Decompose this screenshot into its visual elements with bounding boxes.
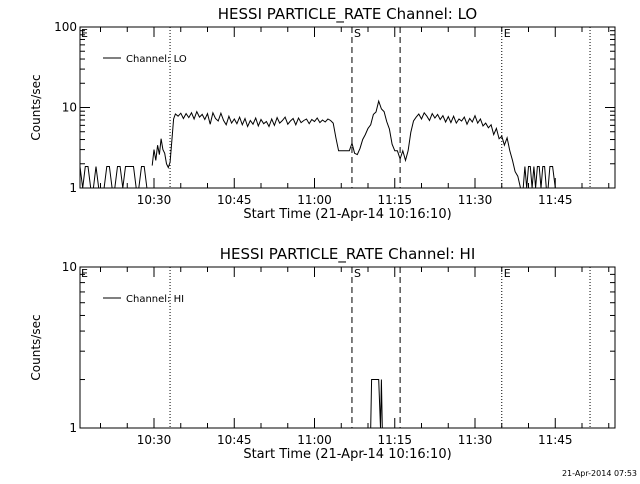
x-tick-label: 11:00 bbox=[297, 433, 332, 447]
x-tick-label: 10:45 bbox=[217, 193, 252, 207]
x-tick-label: 11:45 bbox=[538, 433, 573, 447]
y-tick-label: 100 bbox=[54, 20, 77, 34]
y-tick-label: 10 bbox=[62, 260, 77, 274]
x-tick-label: 11:45 bbox=[538, 193, 573, 207]
series-line bbox=[151, 99, 521, 189]
x-axis-label: Start Time (21-Apr-14 10:16:10) bbox=[243, 447, 451, 462]
legend-label: Channel: HI bbox=[126, 294, 184, 305]
panel-lo-channel: HESSI PARTICLE_RATE Channel: LO 1 10 100 10:… bbox=[29, 5, 616, 222]
x-tick-label: 11:00 bbox=[297, 193, 332, 207]
y-tick-label: 1 bbox=[69, 181, 77, 195]
x-tick-label: 11:30 bbox=[458, 433, 493, 447]
x-tick-label: 11:15 bbox=[377, 193, 412, 207]
x-tick-label: 10:30 bbox=[137, 193, 172, 207]
x-tick-label: 11:15 bbox=[377, 433, 412, 447]
panel-hi-channel: HESSI PARTICLE_RATE Channel: HI 1 10 10:30 1… bbox=[29, 245, 616, 462]
x-tick-label: 10:45 bbox=[217, 433, 252, 447]
series-line bbox=[522, 166, 556, 189]
marker-label: S bbox=[354, 267, 361, 280]
x-tick-label: 11:30 bbox=[458, 193, 493, 207]
y-axis-label: Counts/sec bbox=[29, 74, 43, 140]
marker-label: E bbox=[504, 267, 511, 280]
y-axis-label: Counts/sec bbox=[29, 314, 43, 380]
chart-title: HESSI PARTICLE_RATE Channel: HI bbox=[220, 245, 476, 264]
series-line bbox=[370, 379, 383, 429]
x-axis-label: Start Time (21-Apr-14 10:16:10) bbox=[243, 207, 451, 222]
plot-frame bbox=[79, 266, 616, 429]
x-tick-label: 10:30 bbox=[137, 433, 172, 447]
marker-label: S bbox=[354, 27, 361, 40]
plot-frame bbox=[79, 26, 616, 189]
corner-marker-label: E bbox=[81, 267, 88, 280]
y-tick-label: 1 bbox=[69, 421, 77, 435]
legend-label: Channel: LO bbox=[126, 54, 187, 65]
chart-title: HESSI PARTICLE_RATE Channel: LO bbox=[218, 5, 477, 24]
marker-label: E bbox=[504, 27, 511, 40]
corner-marker-label: E bbox=[81, 27, 88, 40]
timestamp-stamp: 21-Apr-2014 07:53 bbox=[562, 469, 637, 478]
series-line bbox=[79, 166, 148, 189]
y-tick-label: 10 bbox=[62, 101, 77, 115]
